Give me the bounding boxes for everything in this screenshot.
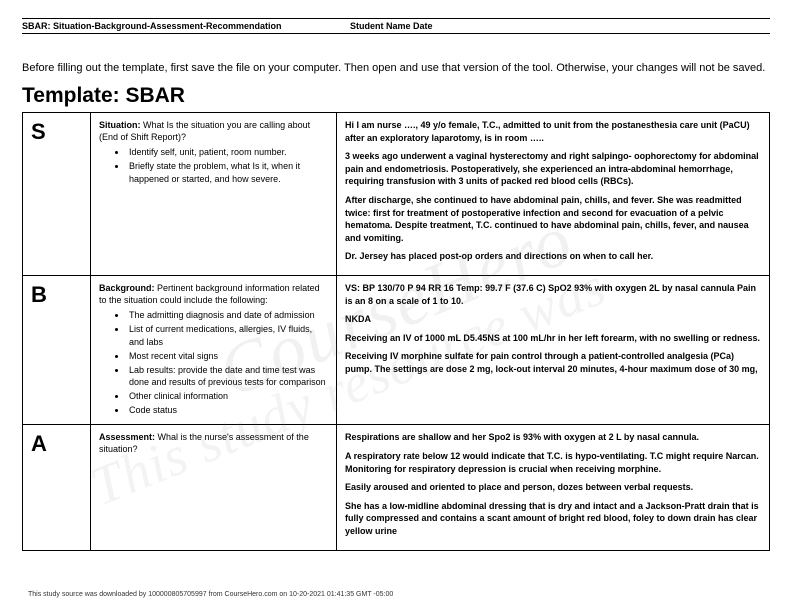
bullets-b: The admitting diagnosis and date of admi… (127, 309, 328, 416)
bullet-item: List of current medications, allergies, … (127, 323, 328, 347)
content-b: VS: BP 130/70 P 94 RR 16 Temp: 99.7 F (3… (337, 275, 770, 424)
content-paragraph: Receiving an IV of 1000 mL D5.45NS at 10… (345, 332, 761, 345)
guide-b: Background: Pertinent background informa… (91, 275, 337, 424)
row-situation: S Situation: What Is the situation you a… (23, 113, 770, 276)
bullet-item: Code status (127, 404, 328, 416)
content-paragraph: After discharge, she continued to have a… (345, 194, 761, 244)
bullet-item: Identify self, unit, patient, room numbe… (127, 146, 328, 158)
letter-b: B (23, 275, 91, 424)
content-paragraph: 3 weeks ago underwent a vaginal hysterec… (345, 150, 761, 188)
content-paragraph: VS: BP 130/70 P 94 RR 16 Temp: 99.7 F (3… (345, 282, 761, 307)
content-s: Hi I am nurse …., 49 y/o female, T.C., a… (337, 113, 770, 276)
content-paragraph: NKDA (345, 313, 761, 326)
content-a: Respirations are shallow and her Spo2 is… (337, 425, 770, 550)
content-paragraph: A respiratory rate below 12 would indica… (345, 450, 761, 475)
label-situation: Situation: (99, 120, 141, 130)
sbar-table: S Situation: What Is the situation you a… (22, 112, 770, 551)
content-paragraph: Easily aroused and oriented to place and… (345, 481, 761, 494)
bullet-item: Lab results: provide the date and time t… (127, 364, 328, 388)
intro-instructions: Before filling out the template, first s… (22, 62, 770, 74)
row-assessment: A Assessment: Whal is the nurse's assess… (23, 425, 770, 550)
header-title: SBAR: Situation-Background-Assessment-Re… (22, 21, 350, 31)
bullets-s: Identify self, unit, patient, room numbe… (127, 146, 328, 184)
content-paragraph: Respirations are shallow and her Spo2 is… (345, 431, 761, 444)
guide-a: Assessment: Whal is the nurse's assessme… (91, 425, 337, 550)
bullet-item: The admitting diagnosis and date of admi… (127, 309, 328, 321)
letter-a: A (23, 425, 91, 550)
header-student-date: Student Name Date (350, 21, 433, 31)
bullet-item: Briefly state the problem, what Is it, w… (127, 160, 328, 184)
content-paragraph: Dr. Jersey has placed post-op orders and… (345, 250, 761, 263)
template-title: Template: SBAR (22, 84, 770, 108)
letter-s: S (23, 113, 91, 276)
label-assessment: Assessment: (99, 432, 155, 442)
footer-source: This study source was downloaded by 1000… (28, 591, 393, 598)
row-background: B Background: Pertinent background infor… (23, 275, 770, 424)
content-paragraph: Hi I am nurse …., 49 y/o female, T.C., a… (345, 119, 761, 144)
content-paragraph: She has a low-midline abdominal dressing… (345, 500, 761, 538)
bullet-item: Other clinical information (127, 390, 328, 402)
label-background: Background: (99, 283, 155, 293)
bullet-item: Most recent vital signs (127, 350, 328, 362)
content-paragraph: Receiving IV morphine sulfate for pain c… (345, 350, 761, 375)
page-header: SBAR: Situation-Background-Assessment-Re… (22, 18, 770, 34)
guide-s: Situation: What Is the situation you are… (91, 113, 337, 276)
